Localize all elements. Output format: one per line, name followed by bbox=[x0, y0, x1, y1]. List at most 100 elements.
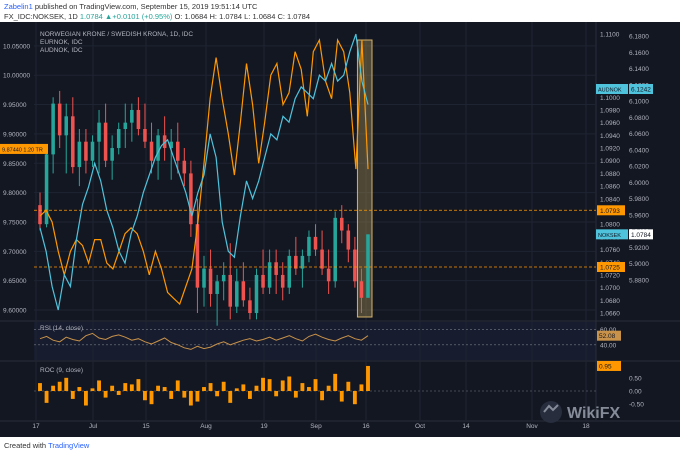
candle bbox=[261, 249, 265, 294]
roc-bar bbox=[90, 388, 95, 391]
roc-bar bbox=[110, 385, 115, 391]
roc-current-label: 0.95 bbox=[599, 363, 612, 370]
roc-bar bbox=[293, 391, 298, 398]
rsi-title: RSI (14, close) bbox=[40, 325, 83, 332]
x-tick-label: 17 bbox=[32, 423, 40, 430]
candle bbox=[97, 109, 101, 174]
candle bbox=[71, 97, 75, 174]
candle bbox=[366, 234, 370, 298]
candle bbox=[162, 116, 167, 161]
candle bbox=[169, 128, 173, 180]
x-tick-label: Nov bbox=[526, 423, 538, 430]
candle bbox=[64, 103, 69, 174]
right-tick-label: 1.1000 bbox=[600, 95, 620, 102]
right-tick-label-2: 6.0000 bbox=[629, 180, 649, 187]
rsi-line bbox=[39, 332, 369, 350]
audnok-value-tag bbox=[629, 84, 653, 94]
roc-bar bbox=[51, 385, 56, 391]
right-tick-label: 1.1100 bbox=[600, 31, 620, 38]
published-text: published on TradingView.com, September … bbox=[34, 2, 258, 11]
symbol-line: FX_IDC:NOKSEK, 1D bbox=[4, 12, 78, 21]
roc-bar bbox=[339, 391, 344, 402]
noksek-tag-value: 1.0784 bbox=[631, 232, 651, 239]
right-tick-label: 1.0700 bbox=[600, 285, 620, 292]
candle bbox=[254, 268, 259, 320]
candle bbox=[143, 103, 147, 149]
right-tick-label: 1.0960 bbox=[600, 120, 620, 127]
roc-bar bbox=[202, 387, 206, 391]
candle bbox=[326, 249, 331, 294]
roc-bar bbox=[247, 391, 252, 399]
roc-bar bbox=[300, 383, 305, 391]
right-tick-label-2: 5.9200 bbox=[629, 245, 649, 252]
watermark-logo: WikiFX bbox=[540, 401, 621, 423]
right-tick-label-2: 6.1600 bbox=[629, 50, 649, 57]
roc-pane: ROC (9, close) bbox=[34, 365, 596, 406]
candle bbox=[175, 122, 180, 174]
candle bbox=[228, 243, 233, 320]
candle bbox=[123, 103, 128, 149]
left-tick-label: 9.85000 bbox=[3, 161, 27, 168]
roc-current-tag bbox=[597, 360, 621, 371]
roc-bar bbox=[129, 384, 134, 391]
right-tick-label-2: 6.0400 bbox=[629, 147, 649, 154]
x-tick-label: 15 bbox=[142, 423, 150, 430]
right-tick-label-2: 6.1000 bbox=[629, 99, 649, 106]
left-tick-label: 9.75000 bbox=[3, 219, 27, 226]
level-label: 1.0793 bbox=[600, 208, 620, 215]
noksek-tag-label: NOKSEK bbox=[598, 233, 621, 239]
audnok-tag-label: AUDNOK bbox=[598, 88, 622, 94]
roc-bar bbox=[64, 377, 69, 391]
roc-tick-label: -0.50 bbox=[629, 402, 644, 409]
roc-bar bbox=[57, 381, 62, 391]
main-pane: NORWEGIAN KRONE / SWEDISH KRONA, 1D, IDC… bbox=[34, 31, 596, 326]
roc-bar bbox=[320, 391, 325, 401]
candle bbox=[339, 205, 344, 244]
roc-bar bbox=[333, 373, 338, 391]
roc-bar bbox=[215, 391, 220, 397]
roc-bar bbox=[136, 379, 141, 391]
x-tick-label: 14 bbox=[462, 423, 470, 430]
author-link[interactable]: Zabelin1 bbox=[4, 2, 33, 11]
right-tick-label-2: 6.0200 bbox=[629, 164, 649, 171]
rsi-level-label: 60.00 bbox=[600, 327, 617, 334]
left-price-tag-label: 9.87440 1.20 TR bbox=[2, 147, 43, 153]
candle bbox=[84, 128, 88, 174]
grid bbox=[0, 22, 680, 422]
roc-title: ROC (9, close) bbox=[40, 367, 83, 374]
candle bbox=[51, 97, 55, 174]
right-tick-label: 1.0660 bbox=[600, 311, 620, 318]
left-tick-label: 9.95000 bbox=[3, 102, 27, 109]
roc-bar bbox=[175, 380, 180, 391]
roc-bar bbox=[280, 380, 285, 391]
candle bbox=[274, 249, 278, 294]
candle bbox=[320, 230, 324, 275]
roc-bar bbox=[97, 380, 101, 391]
x-tick-label: Jul bbox=[89, 423, 98, 430]
rsi-pane: RSI (14, close) bbox=[34, 325, 596, 350]
candle bbox=[44, 148, 49, 228]
tradingview-logo-link[interactable]: TradingView bbox=[48, 441, 90, 450]
roc-bar bbox=[346, 381, 351, 391]
rsi-current-label: 52.08 bbox=[599, 333, 616, 340]
roc-bar bbox=[123, 383, 128, 391]
left-tick-label: 10.05000 bbox=[3, 43, 30, 50]
roc-bar bbox=[169, 391, 174, 399]
roc-bar bbox=[156, 385, 161, 391]
candle bbox=[189, 160, 193, 237]
candle bbox=[287, 249, 292, 294]
x-tick-label: Aug bbox=[200, 423, 212, 430]
x-tick-label: 18 bbox=[582, 423, 590, 430]
right-tick-label: 1.0880 bbox=[600, 171, 620, 178]
right-tick-label: 1.0900 bbox=[600, 158, 620, 165]
eurnok-line bbox=[39, 37, 369, 306]
roc-bar bbox=[195, 391, 200, 402]
roc-bar bbox=[116, 391, 121, 395]
audnok-tag bbox=[596, 84, 628, 94]
candle bbox=[359, 268, 364, 314]
candle bbox=[241, 262, 246, 307]
candle bbox=[346, 224, 351, 263]
candle bbox=[103, 103, 108, 168]
right-tick-label: 1.0860 bbox=[600, 184, 620, 191]
